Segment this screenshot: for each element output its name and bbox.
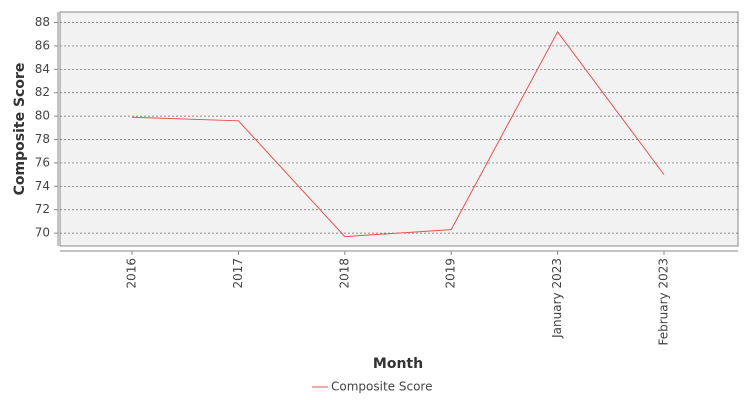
- x-tick-label: January 2023: [550, 258, 564, 339]
- x-tick-label: 2016: [125, 258, 139, 289]
- y-tick-label: 76: [35, 155, 50, 169]
- y-tick-label: 74: [35, 179, 50, 193]
- x-tick-label: 2019: [444, 258, 458, 289]
- y-tick-label: 86: [35, 38, 50, 52]
- y-tick-label: 88: [35, 15, 50, 29]
- y-tick-label: 82: [35, 85, 50, 99]
- series-line: [131, 30, 665, 238]
- y-tick-label: 84: [35, 62, 50, 76]
- x-tick-label: February 2023: [657, 258, 671, 346]
- y-tick-label: 72: [35, 202, 50, 216]
- x-tick-label: 2018: [337, 258, 351, 289]
- x-axis-title: Month: [373, 356, 423, 372]
- x-tick-label: 2017: [231, 258, 245, 289]
- legend-label: Composite Score: [331, 380, 432, 394]
- y-axis-title: Composite Score: [12, 63, 28, 196]
- y-tick-label: 80: [35, 109, 50, 123]
- y-tick-label: 78: [35, 132, 50, 146]
- y-tick-label: 70: [35, 226, 50, 240]
- plot-area: [59, 11, 739, 247]
